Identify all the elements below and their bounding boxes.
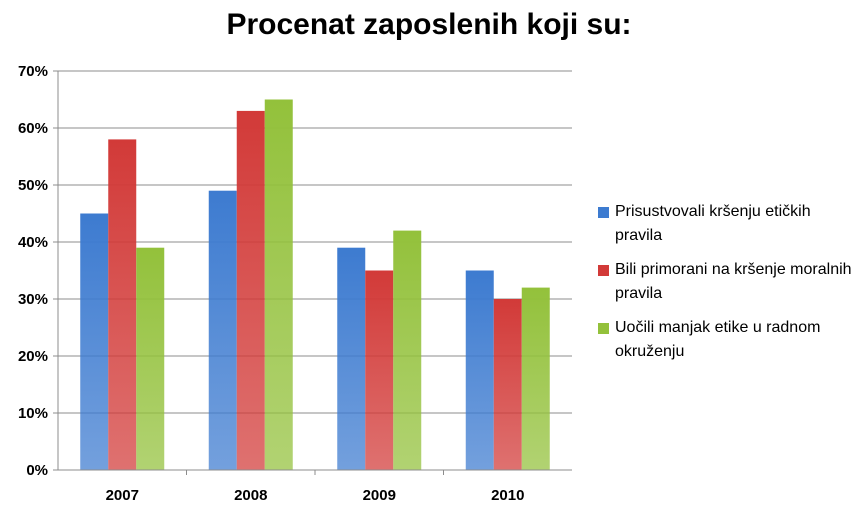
bar-1-2007: [80, 213, 109, 470]
legend-swatch-3: [598, 323, 609, 334]
bar-2-2010: [493, 299, 522, 470]
y-tick-label: 30%: [18, 291, 48, 308]
chart-legend: Prisustvovali kršenju etičkih pravila Bi…: [598, 200, 853, 374]
bar-2-2008: [236, 110, 265, 471]
x-tick-label: 2009: [363, 487, 396, 504]
bar-3-2009: [393, 230, 422, 470]
bar-3-2010: [521, 287, 550, 470]
legend-item-1: Prisustvovali kršenju etičkih pravila: [598, 200, 853, 248]
legend-label-2: Bili primorani na kršenje moralnih pravi…: [615, 261, 852, 302]
x-tick-label: 2007: [106, 487, 139, 504]
y-tick-label: 70%: [18, 63, 48, 80]
y-tick-label: 40%: [18, 234, 48, 251]
chart-title: Procenat zaposlenih koji su:: [226, 8, 632, 41]
y-tick-label: 20%: [18, 348, 48, 365]
y-tick-label: 50%: [18, 177, 48, 194]
legend-item-3: Uočili manjak etike u radnom okruženju: [598, 316, 853, 364]
legend-swatch-2: [598, 265, 609, 276]
y-tick-label: 0%: [26, 462, 48, 479]
bar-2-2009: [365, 270, 394, 470]
bar-3-2007: [136, 247, 165, 470]
legend-item-2: Bili primorani na kršenje moralnih pravi…: [598, 258, 853, 306]
x-tick-label: 2010: [491, 487, 524, 504]
x-tick-label: 2008: [234, 487, 267, 504]
bar-1-2009: [337, 247, 366, 470]
y-tick-label: 10%: [18, 405, 48, 422]
legend-label-1: Prisustvovali kršenju etičkih pravila: [615, 203, 811, 244]
y-tick-label: 60%: [18, 120, 48, 137]
bar-1-2010: [465, 270, 494, 470]
legend-swatch-1: [598, 207, 609, 218]
legend-label-3: Uočili manjak etike u radnom okruženju: [615, 319, 821, 360]
bar-2-2007: [108, 139, 137, 470]
bar-3-2008: [264, 99, 293, 470]
bar-1-2008: [208, 190, 237, 470]
